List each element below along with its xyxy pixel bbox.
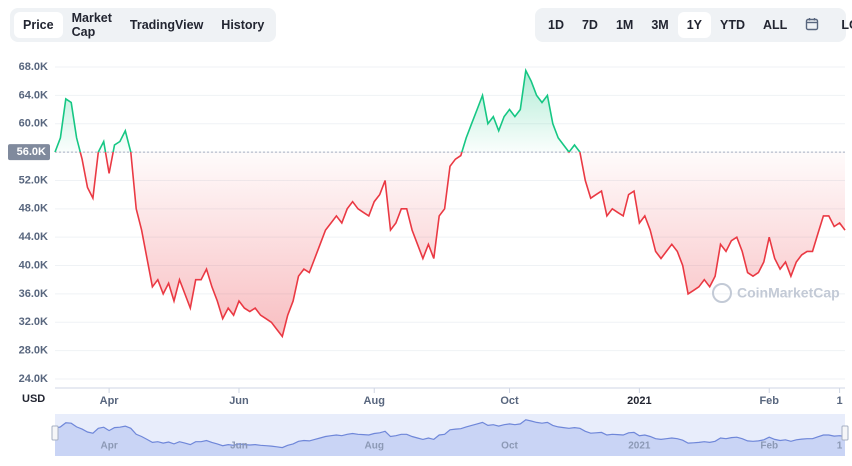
baseline-label: 56.0K: [17, 146, 46, 158]
tab[interactable]: Price: [14, 12, 63, 38]
x-tick-label: Jun: [229, 395, 249, 407]
range-button[interactable]: 3M: [651, 18, 669, 32]
tab-group: Price Market Cap TradingView History: [10, 8, 276, 42]
tab[interactable]: Market Cap: [71, 11, 112, 39]
baseline-label-box: [8, 144, 50, 161]
log-button[interactable]: LOG: [841, 18, 852, 32]
x-tick-label: Oct: [500, 395, 519, 407]
range-button[interactable]: 7D: [581, 18, 598, 32]
range-button[interactable]: ALL: [763, 18, 788, 32]
navigator-handle: [51, 425, 59, 441]
y-tick-label: 68.0K: [19, 61, 48, 73]
navigator-label: Aug: [365, 441, 384, 452]
tab[interactable]: TradingView: [129, 18, 204, 32]
price-line-up: [54, 67, 581, 153]
range-button[interactable]: YTD: [720, 18, 746, 32]
navigator-area: [55, 419, 845, 456]
area-down: [55, 152, 845, 337]
navigator-line: [54, 419, 846, 449]
area-up: [55, 70, 580, 153]
navigator-label: 1: [837, 441, 843, 452]
y-tick-label: 52.0K: [19, 174, 48, 186]
x-tick-label: Feb: [759, 395, 779, 407]
navigator-label: Oct: [501, 441, 518, 452]
y-tick-label: 48.0K: [19, 203, 48, 215]
price-line-down: [54, 152, 846, 339]
x-tick-label: 2021: [627, 395, 651, 407]
currency-label: USD: [22, 393, 45, 405]
navigator-label: Feb: [760, 441, 778, 452]
x-tick-label: 1: [837, 395, 843, 407]
range-button[interactable]: 1M: [615, 18, 634, 32]
watermark-logo: [712, 283, 732, 303]
y-tick-label: 28.0K: [19, 345, 48, 357]
navigator-label: Jun: [230, 441, 248, 452]
y-tick-label: 64.0K: [19, 89, 48, 101]
y-tick-label: 44.0K: [19, 231, 48, 243]
x-tick-label: Apr: [100, 395, 120, 407]
range-group: 1D 7D 1M 3M 1Y YTD ALL LOG: [535, 8, 852, 42]
calendar-button[interactable]: [796, 11, 828, 40]
navigator-bg: [55, 414, 845, 456]
y-tick-label: 32.0K: [19, 316, 48, 328]
x-tick-label: Aug: [364, 395, 385, 407]
navigator-label: 2021: [628, 441, 651, 452]
range-button[interactable]: 1D: [548, 18, 564, 32]
y-tick-label: 36.0K: [19, 288, 48, 300]
navigator-label: Apr: [100, 441, 117, 452]
y-tick-label: 60.0K: [19, 118, 48, 130]
navigator-handle: [841, 425, 849, 441]
y-tick-label: 24.0K: [19, 373, 48, 385]
watermark: CoinMarketCap: [737, 285, 840, 301]
range-button[interactable]: 1Y: [677, 12, 712, 38]
tab[interactable]: History: [221, 18, 265, 32]
y-tick-label: 40.0K: [19, 259, 48, 271]
